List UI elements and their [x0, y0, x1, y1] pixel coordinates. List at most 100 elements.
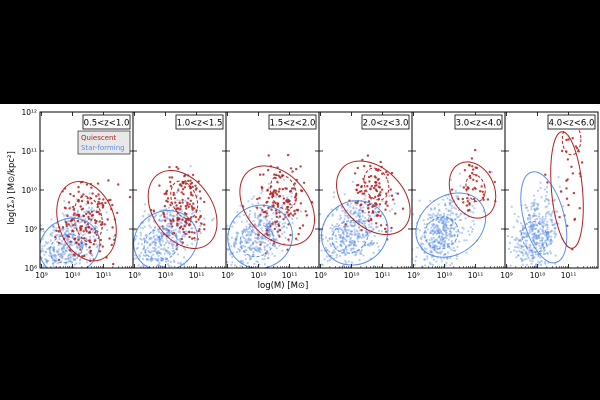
- star-forming-point: [443, 242, 446, 245]
- star-forming-point: [535, 235, 538, 238]
- star-forming-point: [447, 209, 450, 212]
- star-forming-point: [533, 232, 536, 235]
- star-forming-point: [442, 223, 445, 226]
- star-forming-point: [156, 252, 159, 255]
- star-forming-point: [283, 225, 286, 228]
- star-forming-point: [271, 252, 274, 255]
- quiescent-point: [299, 202, 303, 205]
- quiescent-point: [392, 198, 395, 201]
- star-forming-point: [172, 229, 175, 232]
- quiescent-point: [170, 176, 174, 179]
- quiescent-point: [377, 177, 380, 181]
- star-forming-point: [342, 231, 345, 234]
- star-forming-point: [69, 253, 73, 256]
- quiescent-point: [377, 185, 381, 188]
- star-forming-point: [95, 243, 98, 246]
- star-forming-point: [155, 234, 158, 237]
- star-forming-point: [147, 219, 150, 222]
- star-forming-point: [269, 229, 272, 232]
- star-forming-point: [168, 234, 171, 237]
- quiescent-point: [376, 214, 379, 217]
- star-forming-point: [344, 253, 347, 256]
- star-forming-point: [337, 230, 340, 233]
- star-forming-point: [157, 229, 160, 232]
- star-forming-point: [158, 251, 161, 254]
- star-forming-point: [430, 208, 433, 211]
- star-forming-point: [442, 238, 445, 241]
- star-forming-point: [442, 254, 445, 257]
- star-forming-point: [431, 243, 434, 246]
- star-forming-point: [52, 249, 55, 252]
- star-forming-point: [523, 232, 526, 235]
- star-forming-point: [66, 247, 69, 250]
- star-forming-point: [528, 214, 531, 217]
- star-forming-point: [160, 237, 163, 240]
- star-forming-point: [56, 240, 59, 243]
- star-forming-point: [290, 192, 294, 195]
- star-forming-point: [172, 259, 176, 262]
- star-forming-point: [423, 226, 426, 229]
- quiescent-point: [366, 154, 370, 157]
- star-forming-point: [423, 258, 426, 261]
- star-forming-point: [245, 241, 248, 244]
- quiescent-point: [190, 205, 193, 208]
- star-forming-point: [345, 235, 348, 238]
- star-forming-point: [377, 245, 380, 248]
- star-forming-point: [158, 238, 161, 241]
- star-forming-point: [254, 239, 257, 242]
- quiescent-contour: [73, 195, 103, 243]
- star-forming-point: [449, 264, 452, 267]
- star-forming-point: [462, 227, 465, 230]
- star-forming-point: [260, 219, 263, 223]
- star-forming-point: [158, 237, 162, 240]
- quiescent-contour: [336, 160, 411, 236]
- star-forming-point: [152, 234, 156, 238]
- star-forming-point: [186, 244, 189, 247]
- quiescent-point: [256, 197, 259, 201]
- star-forming-point: [135, 247, 138, 250]
- star-forming-point: [547, 199, 551, 202]
- star-forming-point: [342, 230, 345, 233]
- star-forming-point: [532, 203, 535, 206]
- star-forming-point: [442, 198, 445, 201]
- star-forming-point: [78, 221, 81, 224]
- star-forming-point: [158, 230, 161, 234]
- star-forming-point: [245, 225, 248, 228]
- quiescent-point: [84, 228, 87, 231]
- star-forming-point: [290, 195, 293, 198]
- quiescent-point: [69, 240, 73, 243]
- star-forming-point: [344, 228, 347, 231]
- star-forming-point: [372, 228, 375, 231]
- star-forming-point: [373, 265, 376, 268]
- quiescent-point: [203, 200, 206, 204]
- star-forming-point: [525, 206, 529, 209]
- star-forming-point: [339, 216, 343, 220]
- star-forming-point: [281, 204, 284, 207]
- star-forming-point: [164, 227, 167, 231]
- star-forming-point: [67, 240, 70, 243]
- star-forming-point: [446, 213, 449, 216]
- star-forming-point: [369, 215, 372, 218]
- star-forming-point: [536, 242, 539, 245]
- star-forming-point: [452, 228, 455, 231]
- star-forming-point: [533, 208, 537, 211]
- star-forming-point: [357, 213, 360, 216]
- star-forming-point: [459, 184, 462, 187]
- quiescent-point: [93, 231, 97, 234]
- star-forming-point: [537, 255, 540, 258]
- quiescent-point: [195, 220, 198, 223]
- star-forming-point: [167, 246, 170, 249]
- star-forming-point: [370, 226, 373, 229]
- star-forming-point: [517, 238, 520, 241]
- star-forming-point: [355, 253, 358, 256]
- star-forming-point: [167, 206, 171, 209]
- star-forming-point: [538, 234, 541, 237]
- star-forming-point: [536, 224, 539, 227]
- star-forming-point: [433, 226, 436, 229]
- star-forming-point: [245, 220, 248, 223]
- quiescent-point: [565, 187, 568, 190]
- star-forming-point: [416, 246, 419, 249]
- star-forming-point: [429, 249, 432, 252]
- star-forming-point: [44, 258, 47, 261]
- quiescent-point: [273, 173, 276, 176]
